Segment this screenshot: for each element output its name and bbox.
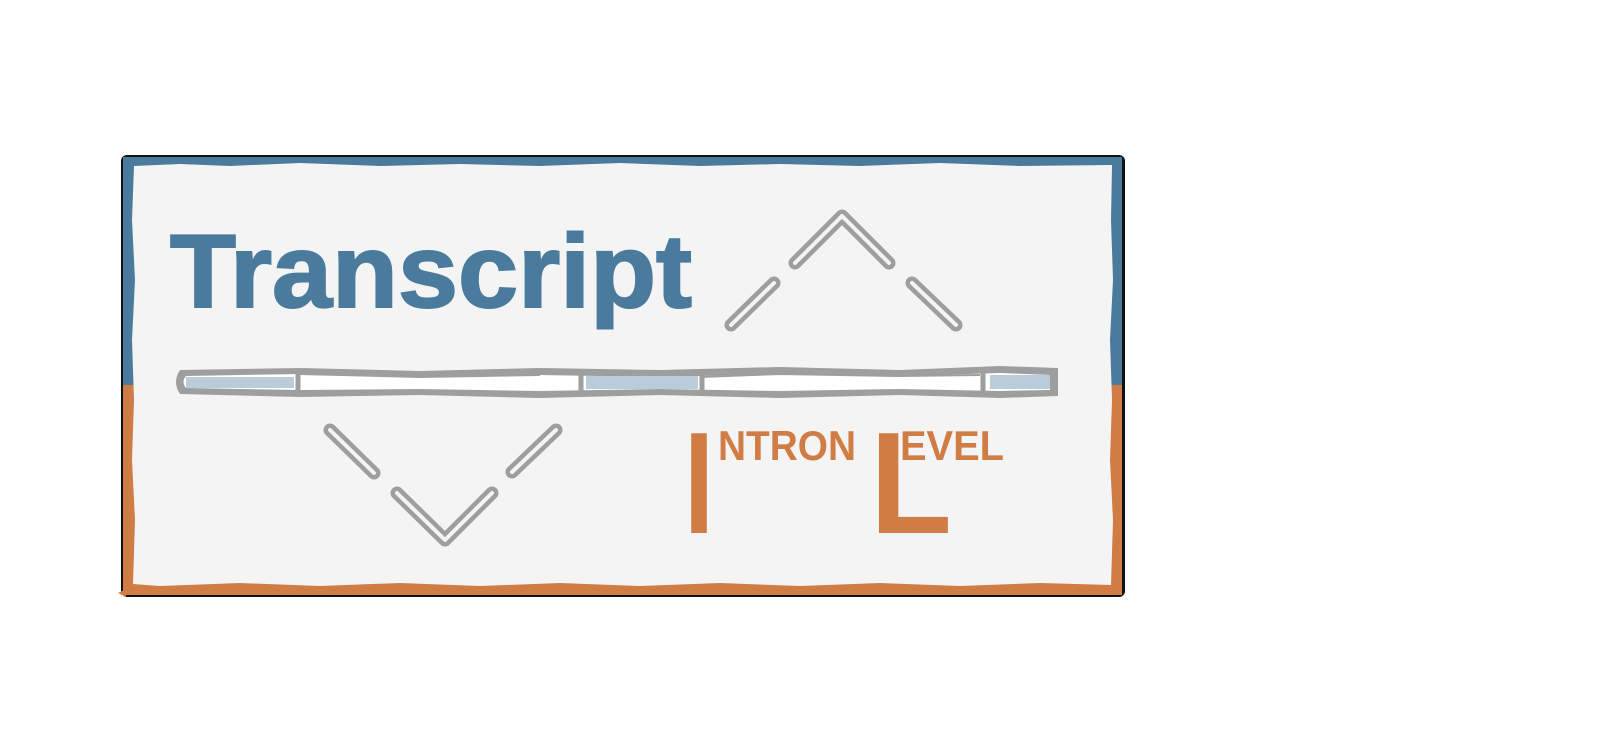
splice-junction-up-icon (724, 209, 963, 332)
gene-track-icon (176, 366, 1058, 398)
subtitle-level-rest: EVEL (900, 422, 1004, 469)
exon-3 (990, 375, 1050, 389)
exon-1 (186, 377, 294, 388)
splice-junction-down-icon (323, 423, 563, 547)
logo-border-tail (118, 589, 126, 597)
logo-subtitle: I NTRON L EVEL (684, 402, 1004, 564)
subtitle-intron-initial: I (684, 402, 714, 564)
subtitle-intron-rest: NTRON (718, 422, 856, 469)
subtitle-level-initial: L (870, 402, 952, 564)
logo-title: Transcript (170, 214, 692, 330)
exon-2 (586, 376, 698, 389)
